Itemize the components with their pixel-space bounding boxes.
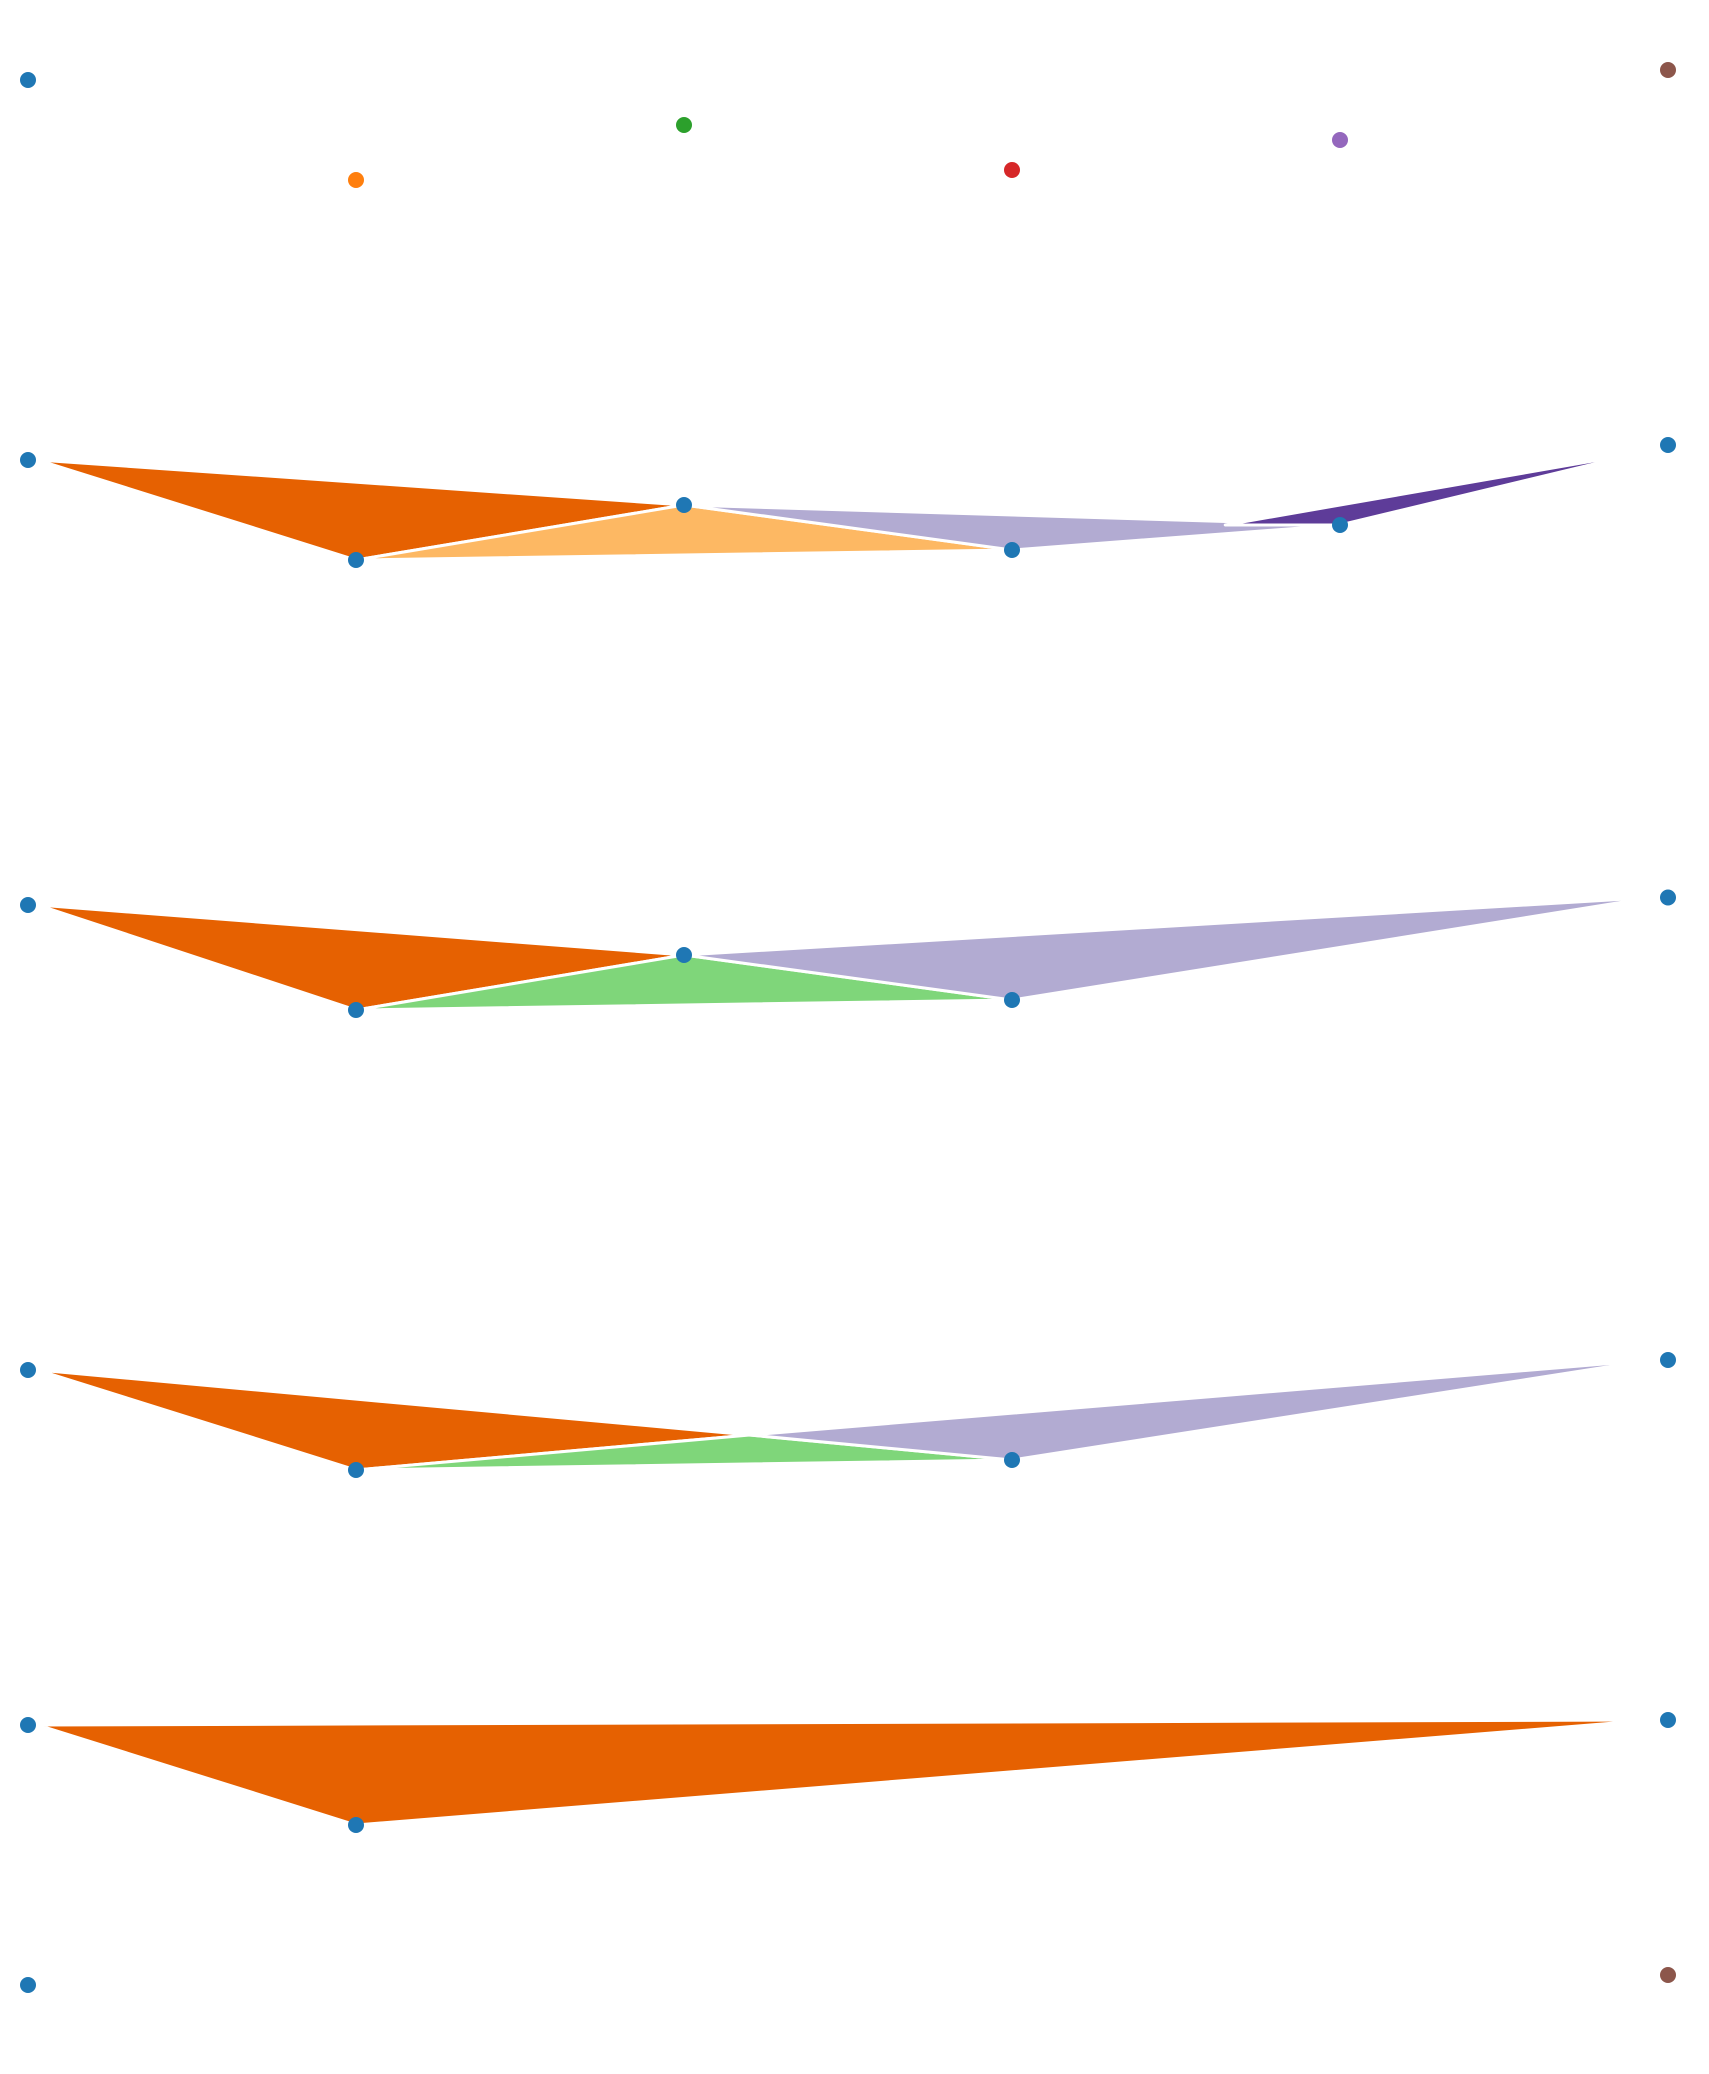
node-row-3-n0 <box>20 1362 36 1378</box>
node-row-5-n0 <box>20 1977 36 1993</box>
node-row-2-n2 <box>676 947 692 963</box>
node-row-1-n2 <box>676 497 692 513</box>
node-row-0-n2 <box>676 117 692 133</box>
node-row-4-n0 <box>20 1717 36 1733</box>
node-row-1-n1 <box>348 552 364 568</box>
node-row-0-n3 <box>1004 162 1020 178</box>
node-row-2-n3 <box>1004 992 1020 1008</box>
node-row-4-n1 <box>348 1817 364 1833</box>
node-row-1-n3 <box>1004 542 1020 558</box>
node-row-2-n1 <box>348 1002 364 1018</box>
node-row-3-n5 <box>1660 1352 1676 1368</box>
node-row-3-n1 <box>348 1462 364 1478</box>
wedge-row-1-w3 <box>1223 451 1644 527</box>
node-row-2-n0 <box>20 897 36 913</box>
node-row-4-n5 <box>1660 1712 1676 1728</box>
node-row-1-n5 <box>1660 437 1676 453</box>
node-row-0-n4 <box>1332 132 1348 148</box>
wedge-row-3-w2 <box>748 1358 1654 1462</box>
node-row-1-n0 <box>20 452 36 468</box>
node-row-5-n5 <box>1660 1967 1676 1983</box>
node-row-0-n0 <box>20 72 36 88</box>
wedge-layer <box>36 451 1654 1827</box>
wedge-row-2-w2 <box>682 896 1654 1002</box>
wedge-row-4-w0 <box>36 1718 1654 1827</box>
wedge-row-1-w2 <box>682 503 1342 552</box>
node-row-1-n4 <box>1332 517 1348 533</box>
node-row-2-n5 <box>1660 889 1676 906</box>
node-row-0-n1 <box>348 172 364 188</box>
node-row-0-n5 <box>1660 62 1676 78</box>
node-row-3-n3 <box>1004 1452 1020 1468</box>
node-layer <box>20 62 1676 1993</box>
